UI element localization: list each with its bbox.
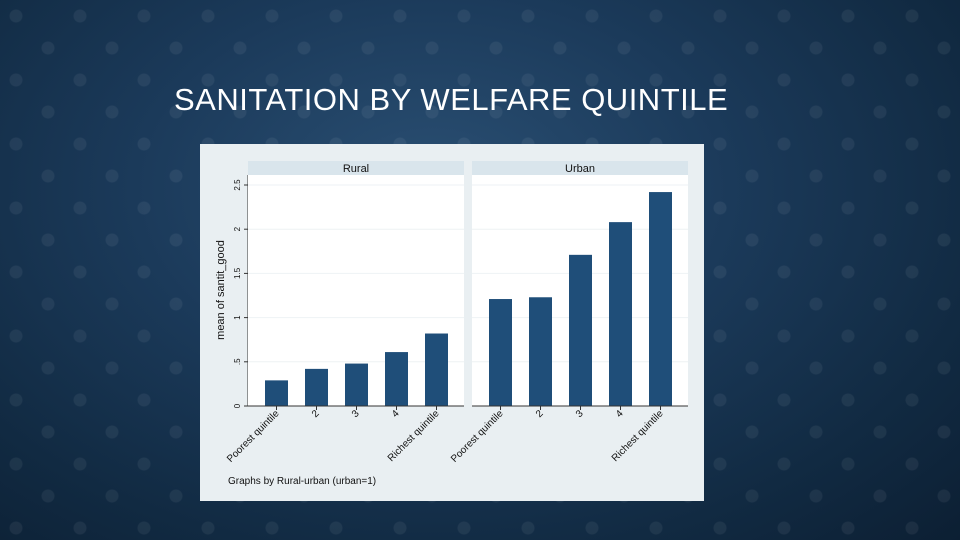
- bar: [385, 352, 408, 406]
- x-tick-label: 3: [350, 408, 362, 420]
- x-tick-label: 3: [574, 408, 586, 420]
- bar: [489, 299, 512, 406]
- x-tick-label: 2: [310, 408, 322, 420]
- x-tick-label: 4: [390, 408, 402, 420]
- bar: [609, 222, 632, 406]
- y-tick-label: 2: [233, 226, 242, 231]
- y-tick-label: 1.5: [233, 267, 242, 279]
- y-tick-label: 2.5: [233, 179, 242, 191]
- y-axis-label: mean of santit_good: [215, 240, 227, 340]
- bar: [569, 254, 592, 406]
- bar: [305, 368, 328, 406]
- panel-title: Urban: [565, 163, 595, 175]
- x-tick-label: Poorest quintile: [225, 408, 282, 465]
- y-tick-label: 1: [233, 315, 242, 320]
- panel-title: Rural: [343, 163, 369, 175]
- slide-title: SANITATION BY WELFARE QUINTILE: [174, 82, 729, 117]
- bar: [265, 380, 288, 406]
- bar: [425, 333, 448, 406]
- bar: [649, 192, 672, 406]
- x-tick-label: Poorest quintile: [449, 408, 506, 465]
- x-tick-label: 2: [534, 408, 546, 420]
- y-tick-label: 0: [233, 403, 242, 408]
- panel-strip: [472, 161, 688, 175]
- chart-note: Graphs by Rural-urban (urban=1): [228, 476, 377, 487]
- y-tick-label: .5: [233, 358, 242, 365]
- x-tick-label: 4: [614, 408, 626, 420]
- chart-figure: mean of santit_good 0 .5 1 1.5 2 2.5 Rural Poore…: [200, 144, 704, 501]
- bar: [345, 363, 368, 406]
- bar: [529, 297, 552, 406]
- panel-strip: [248, 161, 464, 175]
- bar-chart: mean of santit_good 0 .5 1 1.5 2 2.5 Rural Poore…: [215, 161, 688, 465]
